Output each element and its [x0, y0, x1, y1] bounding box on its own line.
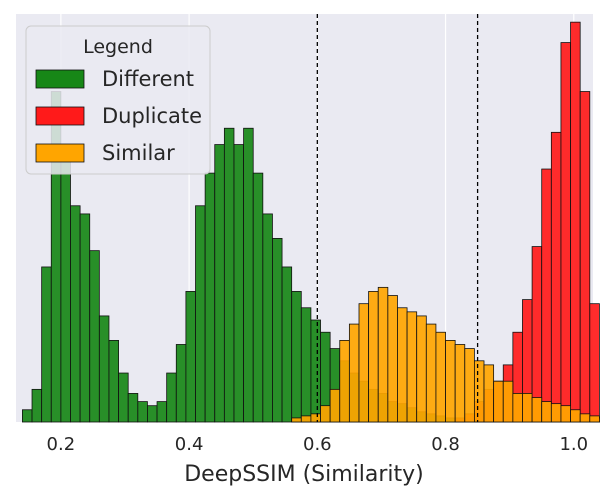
bar-similar [435, 331, 446, 423]
series-similar [291, 286, 600, 423]
x-tick-label: 0.4 [175, 434, 204, 455]
bar-different [281, 266, 293, 423]
bar-similar [541, 401, 552, 423]
bar-different [31, 388, 43, 423]
bar-different [108, 339, 119, 423]
x-tick-label: 0.6 [303, 434, 332, 455]
histogram-bars [22, 21, 600, 423]
bar-similar [493, 380, 504, 423]
bar-different [262, 213, 273, 423]
bar-different [127, 393, 139, 423]
bar-similar [550, 403, 562, 423]
bar-different [204, 172, 216, 423]
bar-different [243, 127, 254, 423]
legend-title: Legend [83, 36, 153, 58]
bar-similar [502, 380, 514, 423]
bar-different [291, 291, 302, 423]
bar-similar [397, 307, 408, 423]
bar-duplicate [531, 246, 543, 423]
bar-similar [425, 323, 437, 423]
threshold-lines [316, 14, 479, 422]
bar-duplicate [589, 303, 600, 423]
bar-different [272, 237, 283, 423]
bar-different [137, 401, 148, 423]
legend: Legend Different Duplicate Similar [25, 25, 211, 175]
bar-similar [368, 291, 379, 423]
bar-different [60, 144, 71, 423]
bar-different [79, 213, 91, 423]
bar-different [70, 205, 81, 423]
bar-duplicate [541, 168, 552, 423]
bar-similar [483, 364, 495, 423]
bar-similar [291, 417, 302, 423]
legend-label-different: Different [102, 67, 194, 91]
bar-similar [589, 415, 600, 423]
legend-swatch-different [35, 69, 85, 89]
bar-similar [310, 413, 321, 423]
bar-different [175, 344, 187, 423]
bar-different [223, 127, 235, 423]
x-axis-label: DeepSSIM (Similarity) [184, 462, 424, 487]
bar-similar [329, 388, 341, 423]
bar-similar [570, 409, 581, 423]
bar-different [310, 319, 321, 423]
bar-similar [339, 339, 350, 423]
bar-different [156, 401, 168, 423]
bar-duplicate [570, 21, 581, 423]
x-tick-labels: 0.2 0.4 0.6 0.8 1.0 [47, 434, 589, 455]
bar-different [89, 250, 100, 423]
bar-different [22, 409, 33, 423]
series-different [22, 91, 466, 423]
bar-duplicate [560, 42, 571, 423]
bar-similar [531, 397, 543, 423]
bar-different [166, 372, 177, 423]
bar-similar [560, 405, 571, 423]
bar-similar [464, 348, 475, 423]
bar-similar [358, 303, 370, 423]
bar-similar [416, 315, 427, 423]
bar-similar [406, 311, 418, 423]
legend-swatch-duplicate [35, 106, 85, 126]
legend-swatch-similar [35, 143, 85, 163]
x-tick-label: 1.0 [559, 434, 588, 455]
bar-different [41, 266, 52, 423]
bar-different [98, 315, 110, 423]
legend-label-similar: Similar [102, 141, 175, 165]
bar-different [185, 291, 196, 423]
bar-similar [512, 393, 523, 423]
bar-similar [473, 360, 485, 423]
bar-similar [445, 339, 456, 423]
bar-similar [579, 413, 591, 423]
bar-different [195, 205, 206, 423]
legend-label-duplicate: Duplicate [102, 104, 202, 128]
bar-similar [300, 415, 312, 423]
bar-similar [377, 286, 389, 423]
bar-similar [348, 323, 360, 423]
legend-box [25, 25, 211, 175]
bar-different [252, 172, 264, 423]
bar-different [147, 405, 158, 423]
bar-duplicate [550, 131, 562, 423]
x-tick-label: 0.2 [47, 434, 76, 455]
bar-different [233, 144, 244, 423]
bar-similar [454, 344, 466, 423]
bar-similar [320, 405, 331, 423]
bar-similar [522, 393, 533, 423]
x-tick-label: 0.8 [431, 434, 460, 455]
bar-different [118, 372, 129, 423]
bar-different [214, 144, 225, 423]
bar-different [300, 307, 312, 423]
bar-similar [387, 295, 398, 423]
bar-duplicate [579, 91, 591, 423]
